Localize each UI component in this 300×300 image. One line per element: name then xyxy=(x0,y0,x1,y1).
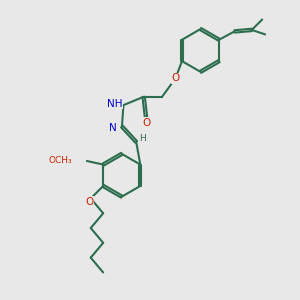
Text: N: N xyxy=(109,123,117,133)
Text: O: O xyxy=(143,118,151,128)
Text: NH: NH xyxy=(107,99,122,109)
Text: OCH₃: OCH₃ xyxy=(49,157,73,166)
Text: O: O xyxy=(85,197,93,207)
Text: O: O xyxy=(171,74,180,83)
Text: H: H xyxy=(140,134,146,143)
